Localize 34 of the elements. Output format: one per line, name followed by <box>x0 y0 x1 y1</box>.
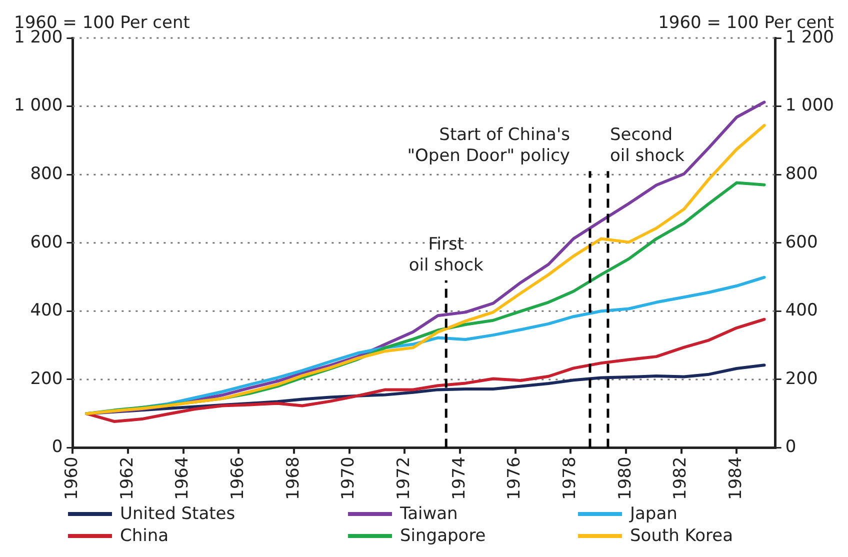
y-tick-label: 600 <box>30 232 63 252</box>
y-tick-label: 800 <box>30 164 63 184</box>
x-tick-label: 1972 <box>394 456 414 500</box>
y-tick-label: 200 <box>30 368 63 389</box>
y-tick-label: 400 <box>30 300 63 321</box>
ref-line-label: Start of China's "Open Door" policy <box>407 125 570 166</box>
legend-label: Singapore <box>400 525 486 547</box>
legend-label: China <box>120 525 169 547</box>
x-tick-label: 1984 <box>726 456 746 500</box>
x-tick-label: 1980 <box>615 456 636 500</box>
y2-tick-label: 400 <box>785 300 818 321</box>
x-tick-label: 1978 <box>560 456 580 500</box>
x-tick-label: 1968 <box>283 456 304 500</box>
x-tick-label: 1960 <box>62 456 82 500</box>
y-tick-label: 0 <box>52 437 63 458</box>
legend-label: Japan <box>630 503 678 525</box>
x-tick-label: 1970 <box>338 456 359 500</box>
y-tick-label: 1 000 <box>14 96 63 116</box>
y2-tick-label: 1 000 <box>785 96 834 116</box>
x-tick-label: 1964 <box>172 456 193 500</box>
x-tick-label: 1974 <box>449 456 470 500</box>
y2-tick-label: 200 <box>785 368 818 389</box>
ref-line-label: First oil shock <box>408 234 484 276</box>
legend-label: United States <box>120 503 236 525</box>
x-tick-label: 1976 <box>504 456 525 500</box>
y2-tick-label: 600 <box>785 232 818 252</box>
legend-label: South Korea <box>630 525 734 547</box>
x-tick-label: 1982 <box>670 456 691 500</box>
y2-tick-label: 0 <box>785 437 796 458</box>
y2-tick-label: 800 <box>785 164 818 184</box>
ref-line-label: Second oil shock <box>610 125 685 166</box>
x-tick-label: 1962 <box>117 456 138 500</box>
x-tick-label: 1966 <box>228 456 248 500</box>
legend-label: Taiwan <box>400 503 458 525</box>
